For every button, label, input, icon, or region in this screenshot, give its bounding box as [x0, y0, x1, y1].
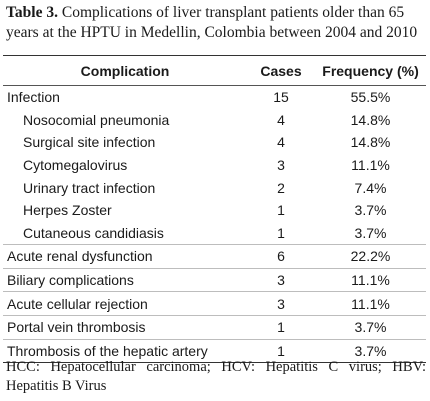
cell-cases: 1	[277, 224, 285, 241]
header-complication: Complication	[80, 62, 170, 79]
table-row: Acute renal dysfunction 6 22.2%	[3, 244, 426, 268]
table-row: Thrombosis of the hepatic artery 1 3.7%	[3, 338, 426, 363]
cell-frequency: 14.8%	[350, 111, 391, 128]
table-label: Table 3.	[6, 4, 58, 21]
cell-frequency: 14.8%	[350, 134, 391, 151]
caption-text: Complications of liver transplant patien…	[6, 4, 418, 41]
table-footnote: HCC: Hepatocellular carcinoma; HCV: Hepa…	[6, 359, 426, 394]
cell-complication: Nosocomial pneumonia	[23, 111, 170, 128]
table-row: Acute cellular rejection 3 11.1%	[3, 291, 426, 315]
cell-complication: Cutaneous candidiasis	[23, 224, 164, 241]
complications-table: Complication Cases Frequency (%) Infecti…	[3, 55, 426, 364]
cell-cases: 1	[277, 342, 285, 359]
table-row: Herpes Zoster 1 3.7%	[3, 199, 426, 222]
cell-frequency: 3.7%	[354, 224, 387, 241]
cell-cases: 6	[277, 248, 285, 265]
table-row: Cutaneous candidiasis 1 3.7%	[3, 222, 426, 245]
cell-complication: Cytomegalovirus	[23, 157, 128, 174]
table-row: Nosocomial pneumonia 4 14.8%	[3, 109, 426, 132]
cell-cases: 1	[277, 319, 285, 336]
cell-frequency: 11.1%	[351, 272, 390, 289]
cell-frequency: 7.4%	[354, 179, 387, 196]
table-row: Biliary complications 3 11.1%	[3, 267, 426, 292]
cell-complication: Herpes Zoster	[23, 202, 112, 219]
cell-complication: Infection	[7, 89, 60, 106]
cell-complication: Surgical site infection	[23, 134, 156, 151]
cell-cases: 15	[273, 89, 289, 106]
cell-complication: Acute renal dysfunction	[7, 248, 153, 265]
table-body: Infection 15 55.5% Nosocomial pneumonia 4 14.…	[3, 86, 426, 362]
cell-cases: 4	[277, 111, 285, 128]
cell-cases: 3	[277, 157, 285, 174]
cell-cases: 1	[277, 202, 285, 219]
cell-frequency: 3.7%	[354, 319, 387, 336]
cell-frequency: 11.1%	[351, 157, 390, 174]
table-row: Infection 15 55.5%	[3, 86, 426, 109]
header-cases: Cases	[260, 62, 302, 79]
cell-cases: 4	[277, 134, 285, 151]
table-header-row: Complication Cases Frequency (%)	[3, 56, 426, 86]
cell-complication: Portal vein thrombosis	[7, 319, 146, 336]
table-row: Surgical site infection 4 14.8%	[3, 131, 426, 154]
cell-complication: Thrombosis of the hepatic artery	[7, 342, 208, 359]
header-frequency: Frequency (%)	[322, 62, 419, 79]
cell-complication: Biliary complications	[7, 272, 134, 289]
cell-cases: 3	[277, 272, 285, 289]
table-row: Portal vein thrombosis 1 3.7%	[3, 314, 426, 339]
table-row: Cytomegalovirus 3 11.1%	[3, 154, 426, 177]
cell-frequency: 55.5%	[350, 89, 391, 106]
cell-complication: Acute cellular rejection	[7, 295, 148, 312]
cell-frequency: 11.1%	[351, 295, 390, 312]
table-row: Urinary tract infection 2 7.4%	[3, 176, 426, 199]
cell-complication: Urinary tract infection	[23, 179, 156, 196]
cell-cases: 3	[277, 295, 285, 312]
table-caption: Table 3. Complications of liver transpla…	[6, 3, 426, 43]
cell-frequency: 3.7%	[354, 342, 387, 359]
cell-cases: 2	[277, 179, 285, 196]
cell-frequency: 22.2%	[350, 248, 391, 265]
cell-frequency: 3.7%	[354, 202, 387, 219]
